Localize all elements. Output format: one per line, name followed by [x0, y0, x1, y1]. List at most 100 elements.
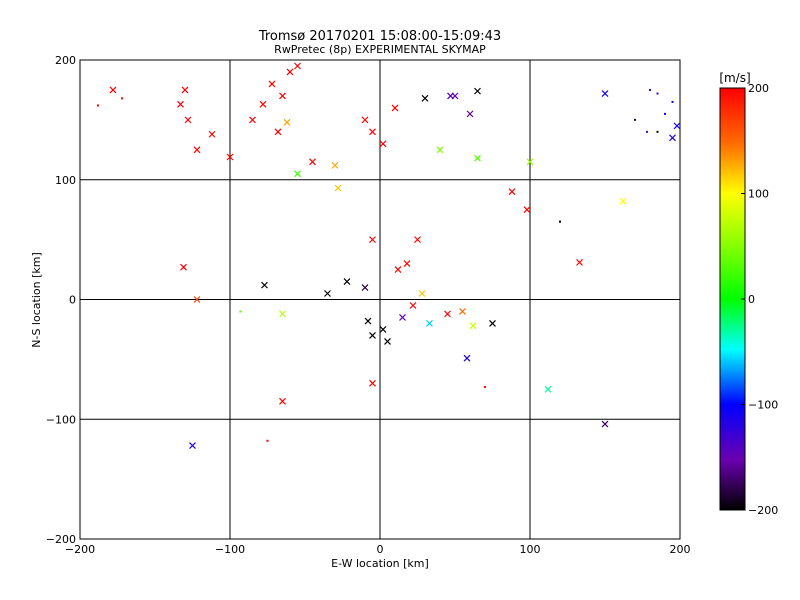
data-point-dot — [664, 112, 666, 115]
data-point-cross — [249, 116, 256, 124]
data-point-cross — [673, 122, 680, 130]
data-point-cross — [189, 442, 196, 450]
y-tick-labels: −200 −100 0 100 200 — [46, 54, 76, 546]
data-point-cross — [208, 130, 216, 138]
data-point-cross — [669, 134, 676, 142]
data-point-cross — [294, 62, 301, 70]
colorbar — [719, 87, 746, 511]
y-tick-label: −100 — [46, 413, 76, 426]
data-point-cross — [259, 100, 267, 108]
data-point-cross — [369, 379, 376, 387]
data-point-cross — [279, 397, 286, 405]
data-point-cross — [180, 263, 187, 271]
colorbar-tick-label: −200 — [748, 504, 778, 517]
data-point-cross — [544, 385, 552, 393]
x-tick-label: 0 — [377, 543, 384, 556]
data-point-cross — [469, 322, 477, 330]
data-point-cross — [523, 206, 531, 214]
data-point-cross — [361, 284, 369, 291]
chart-title: Tromsø 20170201 15:08:00-15:09:43 — [258, 29, 501, 44]
data-point-cross — [334, 184, 342, 192]
data-point-cross — [181, 86, 189, 94]
x-axis-label: E-W location [km] — [331, 557, 429, 570]
data-point-cross — [444, 310, 451, 318]
data-point-cross — [184, 116, 192, 124]
data-point-cross — [343, 278, 351, 285]
data-point-cross — [414, 236, 421, 244]
data-point-cross — [309, 158, 316, 166]
data-point-cross — [109, 86, 117, 94]
data-point-dot — [97, 104, 99, 107]
y-tick-label: 100 — [55, 174, 76, 187]
data-point-dot — [649, 88, 651, 91]
data-point-cross — [379, 140, 387, 148]
data-point-cross — [508, 188, 516, 196]
data-point-cross — [474, 87, 481, 95]
data-point-cross — [466, 110, 474, 118]
data-point-dot — [239, 310, 242, 313]
data-point-dot — [121, 97, 123, 100]
data-point-cross — [177, 100, 184, 108]
data-point-cross — [399, 314, 406, 321]
colorbar-tick-label: 100 — [748, 188, 769, 201]
y-tick-label: 0 — [69, 294, 76, 307]
data-point-cross — [361, 116, 369, 124]
data-point-cross — [268, 80, 276, 88]
x-tick-label: 200 — [670, 543, 691, 556]
colorbar-ticks: 200 100 0 −100 −200 — [741, 82, 778, 517]
x-tick-label: −200 — [65, 543, 95, 556]
data-point-cross — [474, 154, 481, 162]
data-point-cross — [619, 197, 627, 205]
data-point-cross — [426, 320, 433, 327]
data-point-dot — [656, 92, 659, 95]
data-point-cross — [193, 146, 201, 154]
data-point-cross — [436, 146, 444, 154]
data-point-cross — [324, 290, 331, 297]
data-point-cross — [283, 118, 291, 126]
data-point-cross — [601, 90, 609, 97]
data-point-cross — [193, 296, 201, 303]
data-point-cross — [421, 94, 429, 102]
data-point-cross — [286, 68, 294, 76]
data-point-dot — [634, 118, 636, 121]
data-point-cross — [369, 128, 376, 136]
data-point-dot — [484, 385, 486, 388]
grid-lines — [80, 60, 680, 539]
chart-subtitle: RwPretec (8p) EXPERIMENTAL SKYMAP — [274, 43, 486, 56]
data-point-cross — [403, 260, 411, 267]
data-point-cross — [364, 317, 372, 325]
data-point-cross — [261, 281, 268, 289]
data-point-cross — [279, 310, 286, 318]
data-point-dot — [559, 220, 561, 223]
data-point-cross — [384, 337, 391, 345]
data-point-cross — [369, 236, 376, 244]
data-point-cross — [274, 128, 282, 136]
data-point-cross — [418, 290, 426, 297]
x-tick-label: 100 — [520, 543, 541, 556]
colorbar-label: [m/s] — [719, 71, 750, 85]
y-axis-label: N-S location [km] — [30, 252, 43, 348]
data-point-cross — [463, 354, 471, 362]
y-tick-label: −200 — [46, 533, 76, 546]
data-point-dot — [266, 439, 269, 442]
data-point-cross — [391, 104, 399, 112]
colorbar-tick-label: 0 — [748, 293, 755, 306]
data-point-cross — [576, 258, 583, 266]
data-point-cross — [379, 326, 387, 333]
data-point-dot — [671, 100, 674, 103]
data-point-cross — [451, 92, 459, 100]
data-point-cross — [394, 266, 402, 273]
x-tick-labels: −200 −100 0 100 200 — [65, 543, 691, 556]
data-point-cross — [294, 170, 301, 178]
data-point-cross — [369, 332, 376, 339]
x-tick-label: −100 — [215, 543, 245, 556]
data-point-cross — [409, 302, 417, 309]
data-point-dot — [656, 130, 659, 133]
scatter-points — [97, 62, 680, 450]
data-point-cross — [601, 420, 609, 428]
data-point-cross — [459, 308, 466, 315]
data-point-dot — [646, 130, 648, 133]
data-point-cross — [331, 161, 339, 169]
y-tick-label: 200 — [55, 54, 76, 67]
